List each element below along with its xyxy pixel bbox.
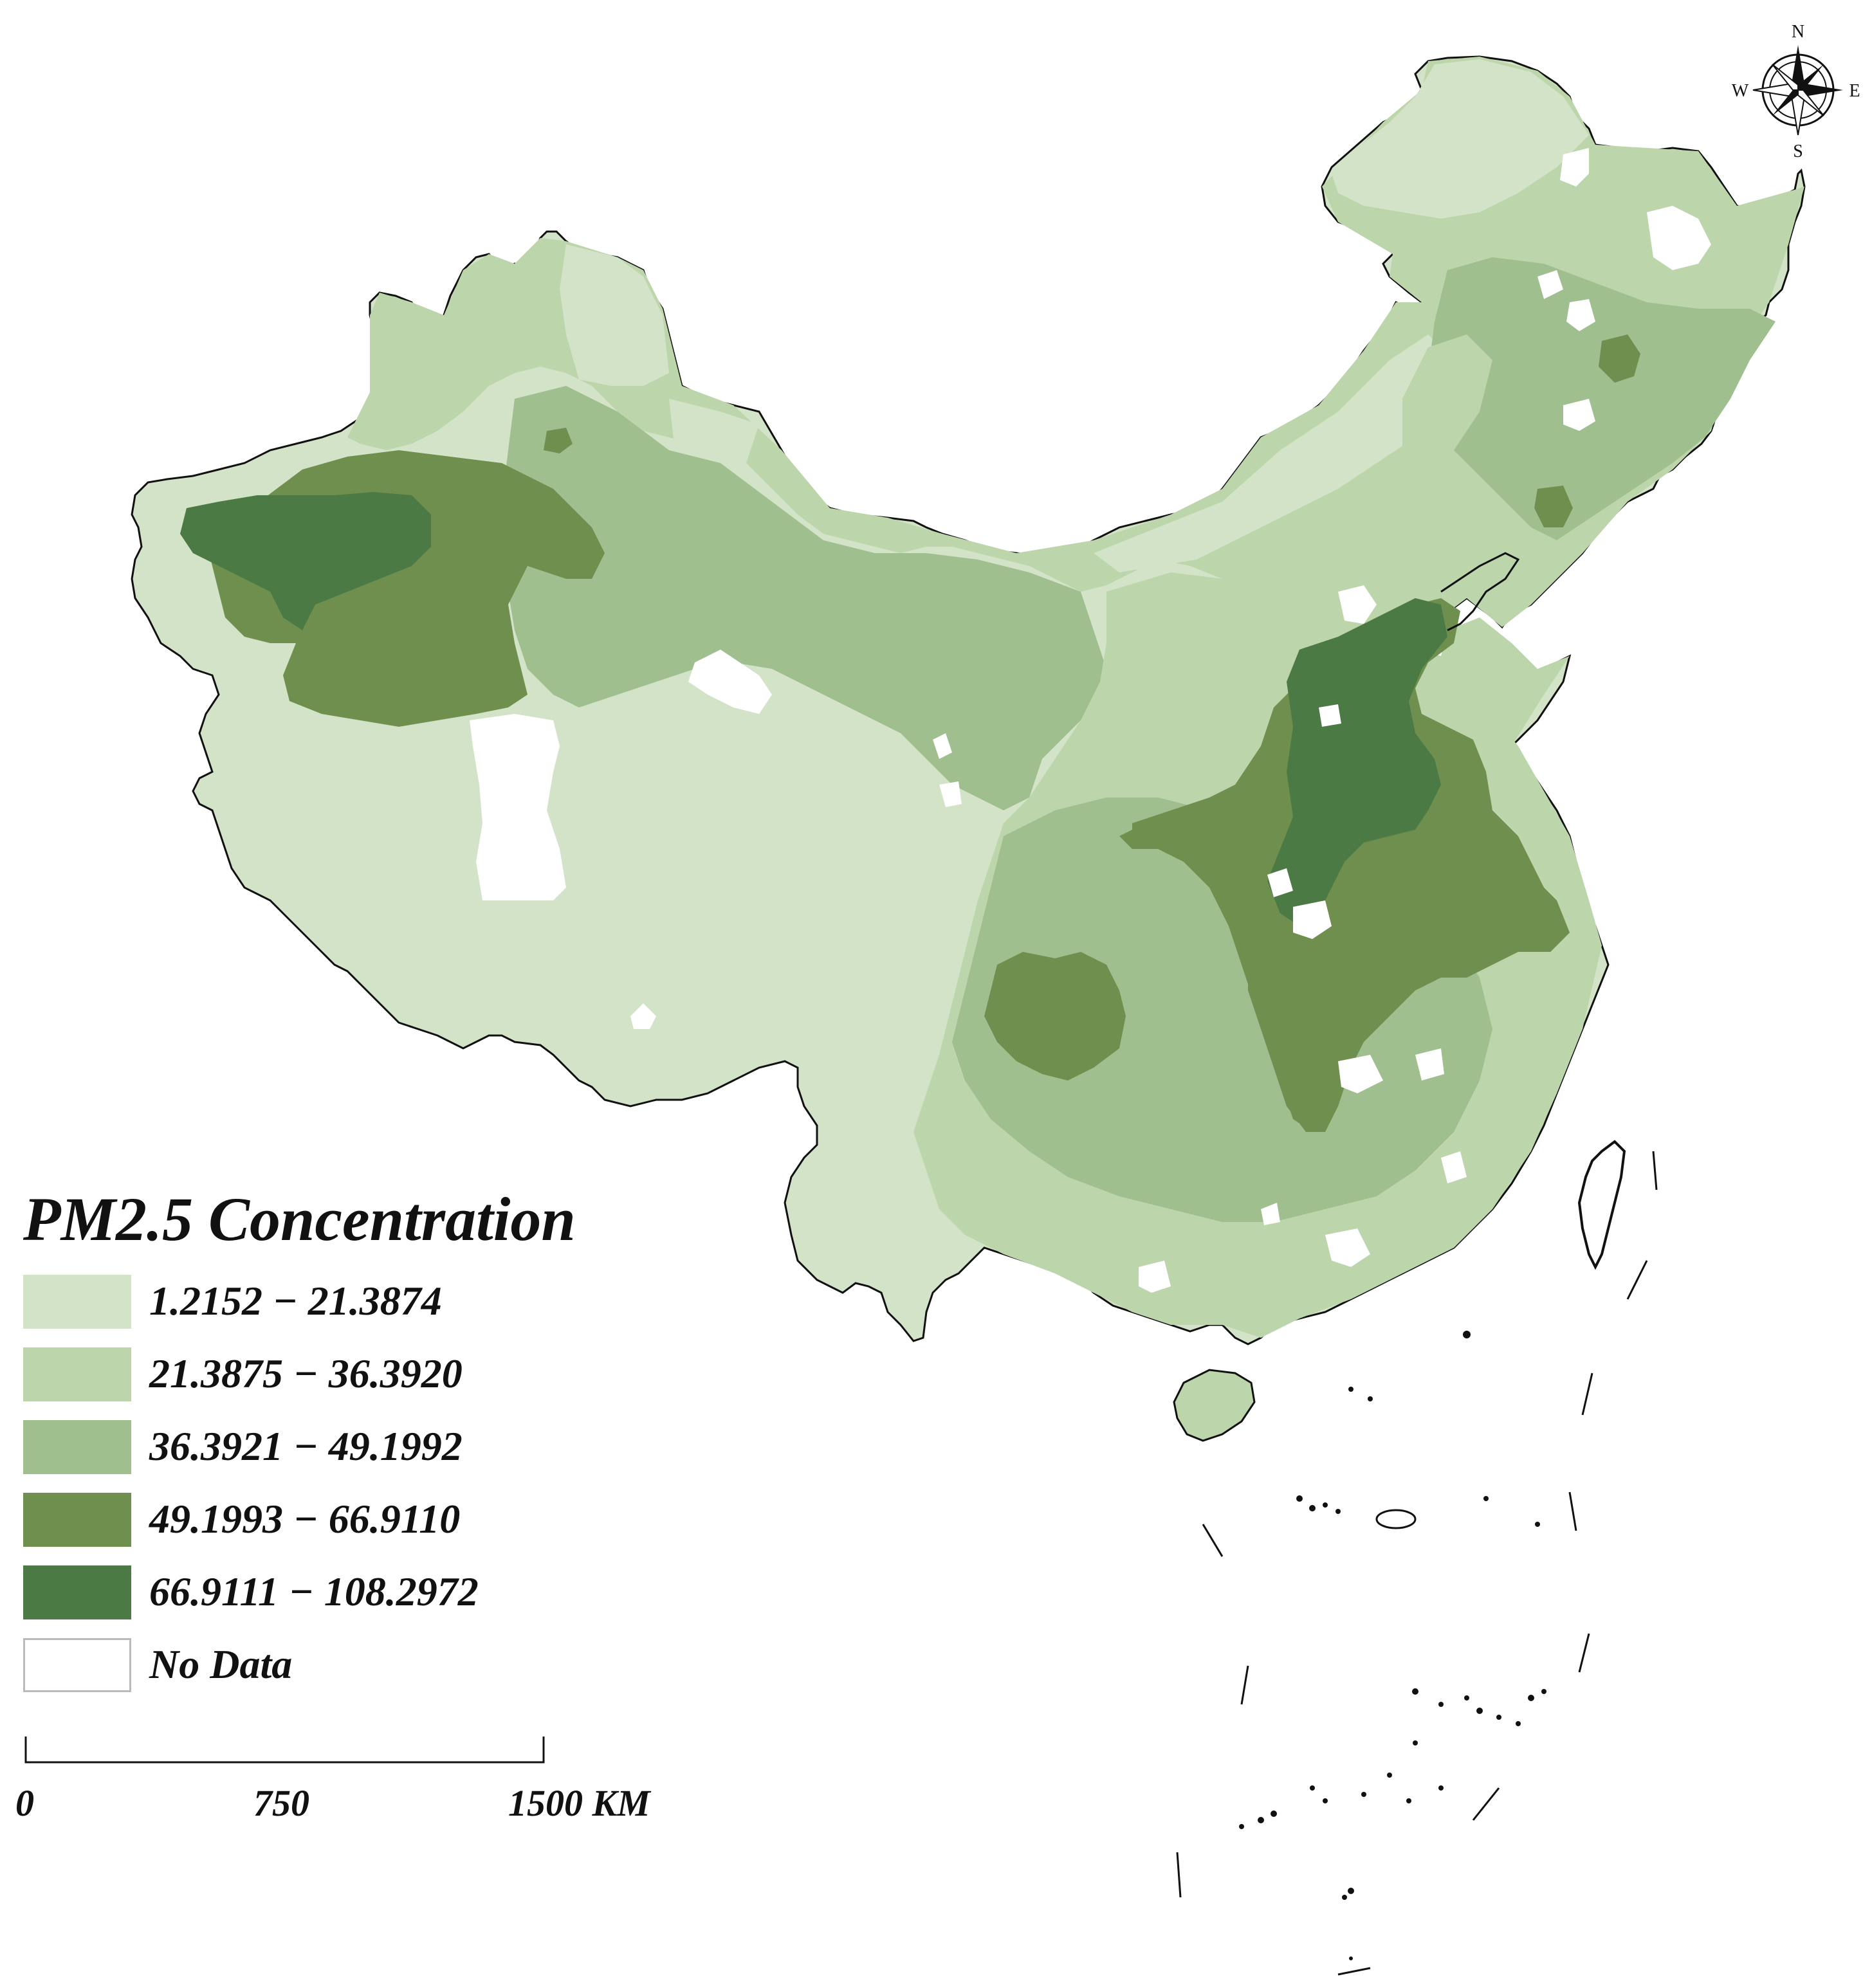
no-data-taklamakan [470, 714, 566, 900]
legend-label: 21.3875 − 36.3920 [149, 1351, 463, 1396]
small-islands [1239, 1331, 1546, 1960]
no-data-northeast-4 [1563, 399, 1595, 431]
xinjiang-east-light [669, 399, 759, 470]
legend-label: 66.9111 − 108.2972 [149, 1569, 479, 1614]
no-data-guangxi-1 [1139, 1261, 1171, 1293]
scale-bar [24, 1737, 545, 1764]
pratas-island [1375, 1509, 1417, 1529]
no-data-beijing [1338, 585, 1377, 624]
no-data-xizang-patch [630, 1003, 656, 1029]
northeast-inner-region [1428, 257, 1776, 540]
legend-label: 1.2152 − 21.3874 [149, 1278, 442, 1324]
no-data-hulunbuir [1560, 148, 1589, 187]
scale-label-zero: 0 [15, 1782, 34, 1824]
no-data-gansu [933, 733, 952, 759]
scale-label-mid: 750 [253, 1782, 309, 1824]
northern-band-region [347, 57, 1804, 746]
legend-label: 36.3921 − 49.1992 [149, 1423, 463, 1469]
no-data-hubei-1 [1293, 900, 1332, 939]
northeast-light-region [1332, 59, 1589, 219]
xinjiang-north-light [560, 244, 669, 386]
no-data-shandong-1 [1319, 704, 1341, 727]
compass-west-label: W [1732, 81, 1749, 101]
no-data-northeast-2 [1537, 270, 1563, 299]
no-data-fujian-1 [1441, 1151, 1467, 1183]
no-data-qaidam [688, 650, 772, 714]
no-data-guangdong-1 [1325, 1228, 1370, 1267]
no-data-jiangxi-1 [1415, 1048, 1444, 1081]
compass-east-label: E [1849, 81, 1860, 101]
legend-swatch [23, 1565, 131, 1619]
northeast-light-belt [1402, 334, 1492, 476]
north-china-plain-region [1132, 598, 1570, 1132]
legend-swatch [23, 1347, 131, 1401]
no-data-hunan-1 [1338, 1055, 1383, 1093]
legend-swatch [23, 1275, 131, 1329]
bohai-coast [1440, 552, 1520, 632]
kashgar-region [180, 492, 431, 630]
no-data-yunnan-1 [1261, 1203, 1280, 1225]
sichuan-basin-region [984, 952, 1126, 1081]
legend-title: PM2.5 Concentration [23, 1185, 576, 1254]
north-arrow-compass: N S E W [1732, 22, 1860, 161]
taiwan-island [1577, 1140, 1626, 1270]
legend-label: 49.1993 − 66.9110 [149, 1496, 461, 1542]
north-light-strip [1094, 334, 1454, 572]
urumqi-region [544, 428, 573, 453]
hainan-island [1173, 1369, 1256, 1442]
yangtze-delta-region [1447, 855, 1570, 952]
no-data-northeast-3 [1566, 299, 1595, 331]
no-data-qinghai [939, 781, 962, 807]
compass-south-label: S [1793, 141, 1803, 161]
legend-swatch [23, 1493, 131, 1547]
no-data-henan-1 [1267, 868, 1293, 897]
central-band-region [502, 386, 1106, 810]
legend-swatch [23, 1638, 131, 1692]
guanzhong-region [1119, 798, 1274, 849]
legend-label: No Data [149, 1641, 293, 1687]
south-china-sea-boundary [1176, 1151, 1658, 1976]
no-data-northeast-1 [1647, 206, 1711, 270]
north-china-core-region [1267, 598, 1447, 926]
scale-label-end: 1500 KM [508, 1782, 650, 1824]
compass-north-label: N [1792, 22, 1804, 42]
harbin-region [1599, 334, 1640, 383]
shenyang-region [1534, 486, 1573, 527]
legend-swatch [23, 1420, 131, 1474]
